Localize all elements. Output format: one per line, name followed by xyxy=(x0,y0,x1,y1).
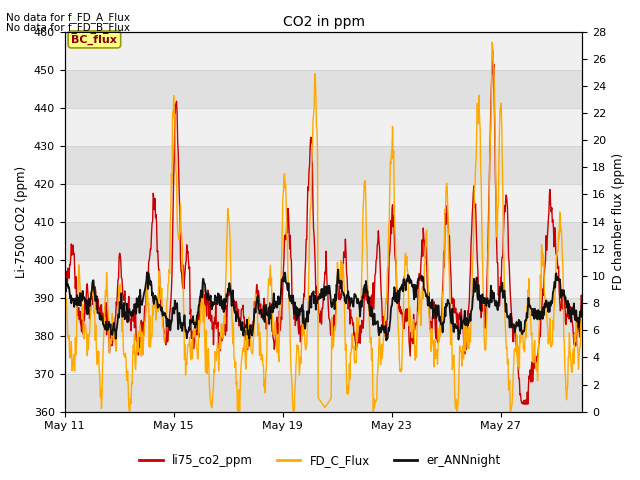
Text: BC_flux: BC_flux xyxy=(72,35,117,45)
Bar xyxy=(65,298,582,336)
Bar xyxy=(65,70,582,108)
Bar xyxy=(65,145,582,184)
Bar xyxy=(65,222,582,260)
Text: No data for f_FD_A_Flux: No data for f_FD_A_Flux xyxy=(6,12,131,23)
Y-axis label: Li-7500 CO2 (ppm): Li-7500 CO2 (ppm) xyxy=(15,166,28,277)
Bar xyxy=(65,260,582,298)
Y-axis label: FD chamber flux (ppm): FD chamber flux (ppm) xyxy=(612,153,625,290)
Legend: li75_co2_ppm, FD_C_Flux, er_ANNnight: li75_co2_ppm, FD_C_Flux, er_ANNnight xyxy=(134,449,506,472)
Title: CO2 in ppm: CO2 in ppm xyxy=(282,15,365,29)
Bar xyxy=(65,184,582,222)
Bar xyxy=(65,32,582,70)
Text: No data for f_FD_B_Flux: No data for f_FD_B_Flux xyxy=(6,22,131,33)
Bar xyxy=(65,336,582,373)
Bar xyxy=(65,373,582,412)
Bar xyxy=(65,108,582,145)
